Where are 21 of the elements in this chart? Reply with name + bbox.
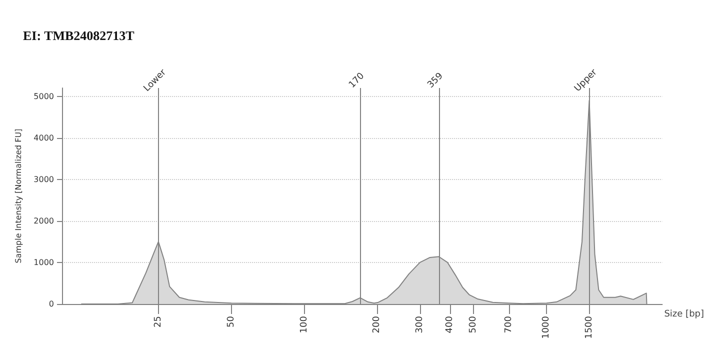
x-tick-label: 300	[414, 316, 425, 334]
x-tick-label: 1500	[584, 316, 594, 339]
x-axis-title: Size [bp]	[664, 310, 704, 320]
x-tick-label: 700	[504, 316, 514, 334]
x-tick-label: 25	[153, 316, 164, 328]
y-axis-title: Sample Intensity [Normalized FU]	[14, 128, 24, 264]
x-tick-label: 200	[372, 316, 382, 334]
x-tick-label: 100	[299, 316, 310, 334]
y-tick-label: 2000	[34, 216, 54, 226]
y-tick-label: 5000	[34, 92, 54, 101]
x-tick-label: 50	[226, 316, 236, 328]
y-tick-label: 0	[48, 300, 54, 308]
chart-title: EI: TMB24082713T	[23, 28, 135, 43]
x-tick-label: 400	[445, 316, 456, 334]
ref-line-label: 170	[347, 71, 367, 90]
y-tick-label: 1000	[34, 258, 54, 267]
y-tick-label: 3000	[34, 174, 54, 184]
ref-line-label: 359	[426, 71, 446, 90]
x-tick-label: 1000	[542, 316, 552, 339]
x-tick-label: 500	[468, 316, 479, 334]
y-tick-label: 4000	[34, 133, 54, 142]
